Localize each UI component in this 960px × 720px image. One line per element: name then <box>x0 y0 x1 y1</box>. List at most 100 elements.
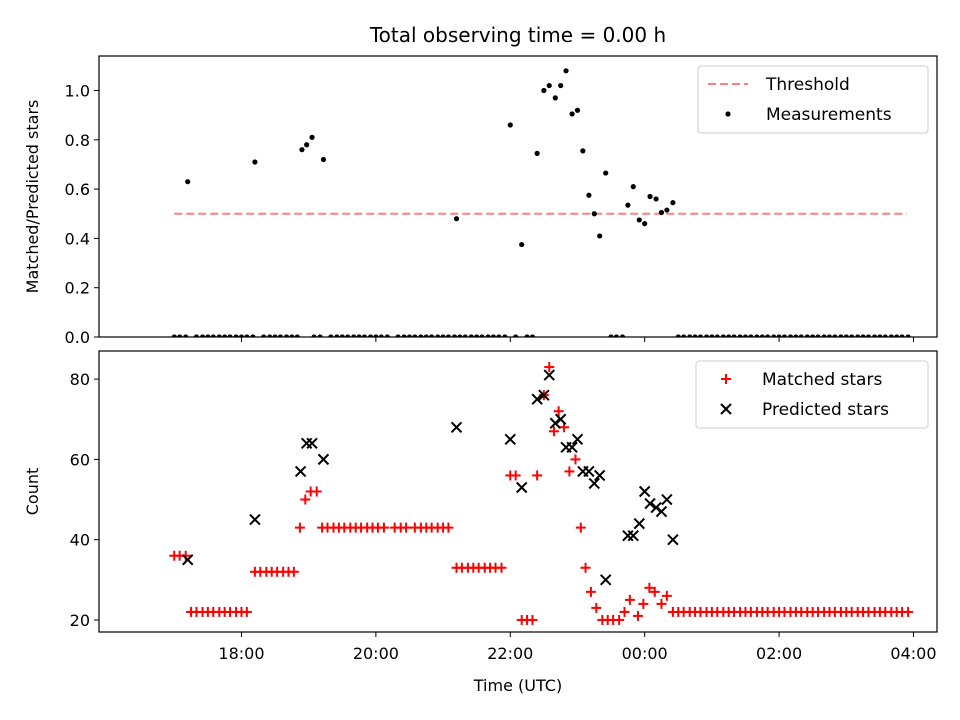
measurement-point <box>765 334 771 337</box>
measurement-point <box>748 334 754 337</box>
measurement-point <box>490 334 497 337</box>
measurement-point <box>697 334 704 337</box>
predicted-star-marker <box>638 485 651 498</box>
y-axis-label: Count <box>23 468 42 516</box>
measurement-point <box>524 334 530 337</box>
measurement-point <box>216 334 222 337</box>
measurement-point <box>233 334 239 337</box>
x-tick-label: 00:00 <box>622 644 668 663</box>
legend-box <box>695 360 929 429</box>
measurement-point <box>714 334 720 337</box>
predicted-star-marker <box>627 529 639 542</box>
measurement-point <box>653 196 659 202</box>
measurement-point <box>613 334 620 337</box>
measurement-point <box>244 334 250 337</box>
measurement-point <box>252 159 258 165</box>
measurement-point <box>670 200 676 206</box>
predicted-star-marker <box>655 505 668 518</box>
x-tick-label: 20:00 <box>353 644 399 663</box>
measurement-point <box>625 202 631 208</box>
measurement-point <box>597 233 603 239</box>
legend: Matched stars Predicted stars <box>695 360 929 429</box>
measurement-point <box>294 334 300 337</box>
measurement-point <box>289 334 295 337</box>
chart-title: Total observing time = 0.00 h <box>369 23 666 47</box>
measurement-point <box>558 82 564 89</box>
matched-star-marker <box>564 466 575 477</box>
predicted-star-marker <box>583 465 595 478</box>
measurement-point <box>838 334 844 337</box>
measurement-point <box>534 150 540 156</box>
measurement-point <box>563 68 569 74</box>
measurement-point <box>619 334 626 337</box>
measurement-point <box>185 179 191 185</box>
measurement-point <box>445 334 452 337</box>
measurement-point <box>882 334 888 337</box>
matched-star-marker <box>638 598 649 609</box>
matched-star-marker <box>496 562 507 573</box>
measurement-point <box>742 334 749 337</box>
legend-matched-swatch <box>721 374 731 384</box>
measurement-point <box>435 334 441 337</box>
measurement-point <box>205 334 211 337</box>
matched-star-marker <box>510 470 521 481</box>
measurement-point <box>513 334 519 337</box>
matched-star-marker <box>241 606 252 617</box>
predicted-star-marker <box>294 465 307 478</box>
matched-star-marker <box>544 362 555 373</box>
measurement-point <box>227 334 233 337</box>
measurement-point <box>519 241 525 248</box>
predicted-star-marker <box>566 441 578 454</box>
measurement-point <box>238 334 245 337</box>
measurement-point <box>781 334 788 337</box>
matched-star-marker <box>527 614 538 625</box>
x-tick-label: 04:00 <box>890 644 936 663</box>
predicted-star-marker <box>571 433 584 446</box>
measurement-point <box>832 334 838 337</box>
matched-star-marker <box>311 486 322 497</box>
measurement-point <box>569 111 575 117</box>
measurement-point <box>272 334 278 337</box>
measurement-point <box>496 334 502 337</box>
y-tick-label: 1.0 <box>65 82 90 101</box>
y-tick-label: 20 <box>70 611 90 630</box>
measurement-point <box>731 334 737 337</box>
measurement-point <box>798 334 804 337</box>
predicted-star-marker <box>317 453 330 466</box>
measurement-point <box>664 207 670 213</box>
legend-threshold-label: Threshold <box>765 75 850 95</box>
measurement-point <box>453 216 460 222</box>
measurement-point <box>304 142 310 148</box>
measurement-point <box>183 334 189 337</box>
measurement-point <box>529 334 536 337</box>
measurement-point <box>474 334 480 337</box>
axes-frame <box>98 55 938 338</box>
measurement-point <box>401 334 407 337</box>
measurement-point <box>603 170 609 176</box>
plot-area <box>171 68 911 337</box>
measurement-point <box>815 334 821 337</box>
x-tick-label: 22:00 <box>487 644 533 663</box>
measurement-point <box>328 334 334 337</box>
measurement-point <box>222 334 228 337</box>
measurement-point <box>894 334 900 337</box>
legend-measurements-label: Measurements <box>766 105 892 125</box>
predicted-star-marker <box>543 369 555 381</box>
predicted-star-marker <box>504 433 516 446</box>
measurement-point <box>412 334 418 337</box>
measurement-point <box>703 334 710 337</box>
predicted-star-marker <box>588 477 600 490</box>
measurement-point <box>793 334 799 337</box>
measurement-point <box>373 334 379 337</box>
measurement-point <box>339 334 345 337</box>
measurement-point <box>899 334 905 337</box>
predicted-star-marker <box>644 497 656 510</box>
measurement-point <box>888 334 894 337</box>
y-tick-label: 0.8 <box>65 131 90 150</box>
predicted-star-marker <box>554 413 567 425</box>
measurement-point <box>177 334 183 337</box>
measurement-point <box>574 107 581 113</box>
measurement-point <box>171 334 177 337</box>
predicted-star-marker <box>531 393 543 405</box>
matched-star-marker <box>553 406 564 417</box>
